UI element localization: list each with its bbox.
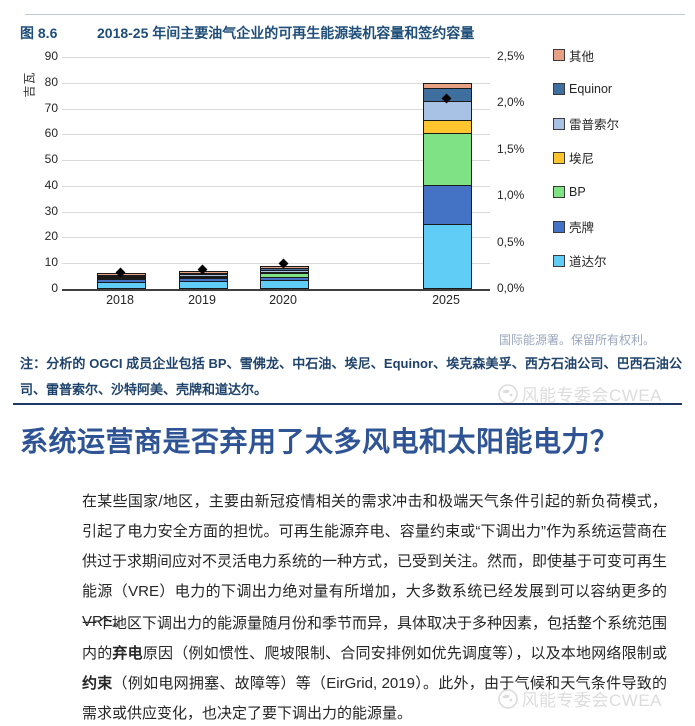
bar-segment-埃尼 (179, 275, 227, 277)
figure-note: 注：分析的 OGCI 成员企业包括 BP、雪佛龙、中石油、埃尼、Equinor、… (20, 356, 682, 397)
bar-segment-BP (260, 273, 308, 278)
bar-segment-BP (423, 133, 471, 185)
gridline (62, 185, 490, 187)
y-left-tick: 0 (51, 281, 58, 295)
gridline (62, 211, 490, 213)
x-axis-label-2020: 2020 (269, 293, 297, 307)
y-left-tick: 20 (44, 229, 58, 244)
bar-segment-道达尔 (97, 282, 145, 288)
watermark-text: 风能专委会CWEA (521, 386, 662, 405)
legend-item-BP: BP (553, 184, 586, 200)
bar-segment-Equinor (260, 267, 308, 271)
gridline (62, 108, 490, 110)
section-divider (13, 403, 682, 405)
gridline (62, 263, 490, 265)
y-axis-right-ticks: 2,5% 2,0% 1,5% 1,0% 0,5% 0,0% (497, 49, 542, 295)
legend-label: BP (569, 185, 586, 200)
bold-term: 约束 (82, 675, 113, 692)
gridline (62, 134, 490, 136)
gridline (62, 57, 490, 58)
y-right-tick: 1,0% (497, 188, 525, 203)
y-right-tick: 2,0% (497, 95, 525, 110)
plot-area (62, 57, 490, 291)
text-run: 一个地区下调出力的能源量随月份和季节而异，具体取决于多种因素，包括整个系统范围内… (82, 615, 668, 662)
legend-swatch-icon (553, 220, 565, 233)
legend-swatch-icon (553, 151, 565, 164)
x-axis-labels: 2018 2019 2020 2025 (62, 293, 490, 309)
bar-segment-壳牌 (97, 279, 145, 283)
bar-segment-埃尼 (260, 272, 308, 274)
legend-label: 道达尔 (569, 255, 607, 270)
bar-segment-雷普索尔 (423, 101, 471, 121)
legend-swatch-icon (553, 49, 565, 61)
legend-item-Equinor: Equinor (553, 81, 612, 97)
bar-segment-BP (97, 278, 145, 279)
legend-label: Equinor (569, 82, 613, 97)
bar-segment-道达尔 (423, 223, 471, 288)
source-attribution: 国际能源署。保留所有权利。 (498, 333, 655, 347)
bar-segment-壳牌 (260, 277, 308, 280)
bar-segment-雷普索尔 (260, 270, 308, 273)
legend-label: 壳牌 (569, 221, 595, 235)
y-right-tick: 0,0% (497, 281, 525, 295)
y-right-tick: 2,5% (497, 49, 525, 63)
text-run: 原因（例如惯性、爬坡限制、合同安排例如优先调度等），以及本地网络限制或 (142, 645, 667, 662)
bar-segment-壳牌 (179, 277, 227, 282)
legend-item-埃尼: 埃尼 (553, 150, 594, 166)
legend-swatch-icon (553, 83, 565, 96)
legend-item-道达尔: 道达尔 (553, 253, 607, 269)
legend-swatch-icon (553, 254, 565, 267)
cwea-logo-icon (497, 688, 518, 709)
x-axis-label-2025: 2025 (432, 293, 460, 307)
bold-term: 弃电 (112, 645, 143, 662)
watermark-top: 风能专委会CWEA (497, 381, 663, 406)
bar-segment-道达尔 (260, 279, 308, 288)
cwea-logo-icon (497, 383, 518, 404)
bar-segment-埃尼 (97, 277, 145, 278)
bar-segment-其他 (423, 83, 471, 89)
legend-item-壳牌: 壳牌 (553, 219, 594, 235)
gridline (62, 82, 490, 84)
y-left-tick: 50 (44, 152, 58, 167)
text-run: （例如电网拥塞、故障等）等（EirGrid, 2019）。此外，由于气候和天气条… (82, 675, 667, 722)
paragraph-2: 一个地区下调出力的能源量随月份和季节而异，具体取决于多种因素，包括整个系统范围内… (82, 609, 667, 726)
legend-label: 埃尼 (569, 152, 595, 167)
bar-segment-埃尼 (423, 120, 471, 134)
figure-title: 2018-25 年间主要油气企业的可再生能源装机容量和签约容量 (97, 25, 475, 41)
top-divider (25, 14, 685, 15)
watermark-text: 风能专委会CWEA (521, 691, 662, 710)
y-left-tick: 10 (44, 255, 58, 270)
article-heading: 系统运营商是否弃用了太多风电和太阳能电力？ (20, 426, 619, 457)
gridline (62, 160, 490, 162)
bar-segment-BP (179, 276, 227, 278)
bar-segment-壳牌 (423, 184, 471, 224)
bar-segment-道达尔 (179, 281, 227, 288)
legend-item-雷普索尔: 雷普索尔 (553, 116, 619, 132)
x-axis-label-2018: 2018 (106, 293, 134, 307)
y-axis-left-ticks: 90 80 70 60 50 40 30 20 10 0 (18, 49, 58, 295)
y-left-tick: 60 (44, 126, 58, 141)
paragraph-1: 在某些国家/地区，主要由新冠疫情相关的需求冲击和极端天气条件引起的新负荷模式，引… (82, 493, 668, 630)
y-left-tick: 40 (44, 177, 58, 192)
legend-swatch-icon (553, 117, 565, 130)
bar-segment-雷普索尔 (179, 274, 227, 276)
y-right-tick: 0,5% (497, 234, 525, 249)
figure-number: 图 8.6 (20, 25, 58, 41)
legend-swatch-icon (553, 186, 565, 199)
watermark-bottom: 风能专委会CWEA (497, 686, 663, 711)
y-left-tick: 80 (44, 74, 58, 89)
legend-label: 其他 (569, 49, 595, 64)
gridline (62, 237, 490, 239)
legend-item-其他: 其他 (553, 47, 595, 64)
x-axis-label-2019: 2019 (188, 293, 216, 307)
stacked-bar-2020 (259, 265, 309, 289)
y-left-tick: 90 (44, 49, 58, 63)
y-left-tick: 30 (44, 203, 58, 218)
legend-label: 雷普索尔 (569, 118, 620, 133)
stacked-bar-2025 (422, 82, 472, 289)
y-left-tick: 70 (44, 100, 58, 115)
y-right-tick: 1,5% (497, 141, 525, 156)
